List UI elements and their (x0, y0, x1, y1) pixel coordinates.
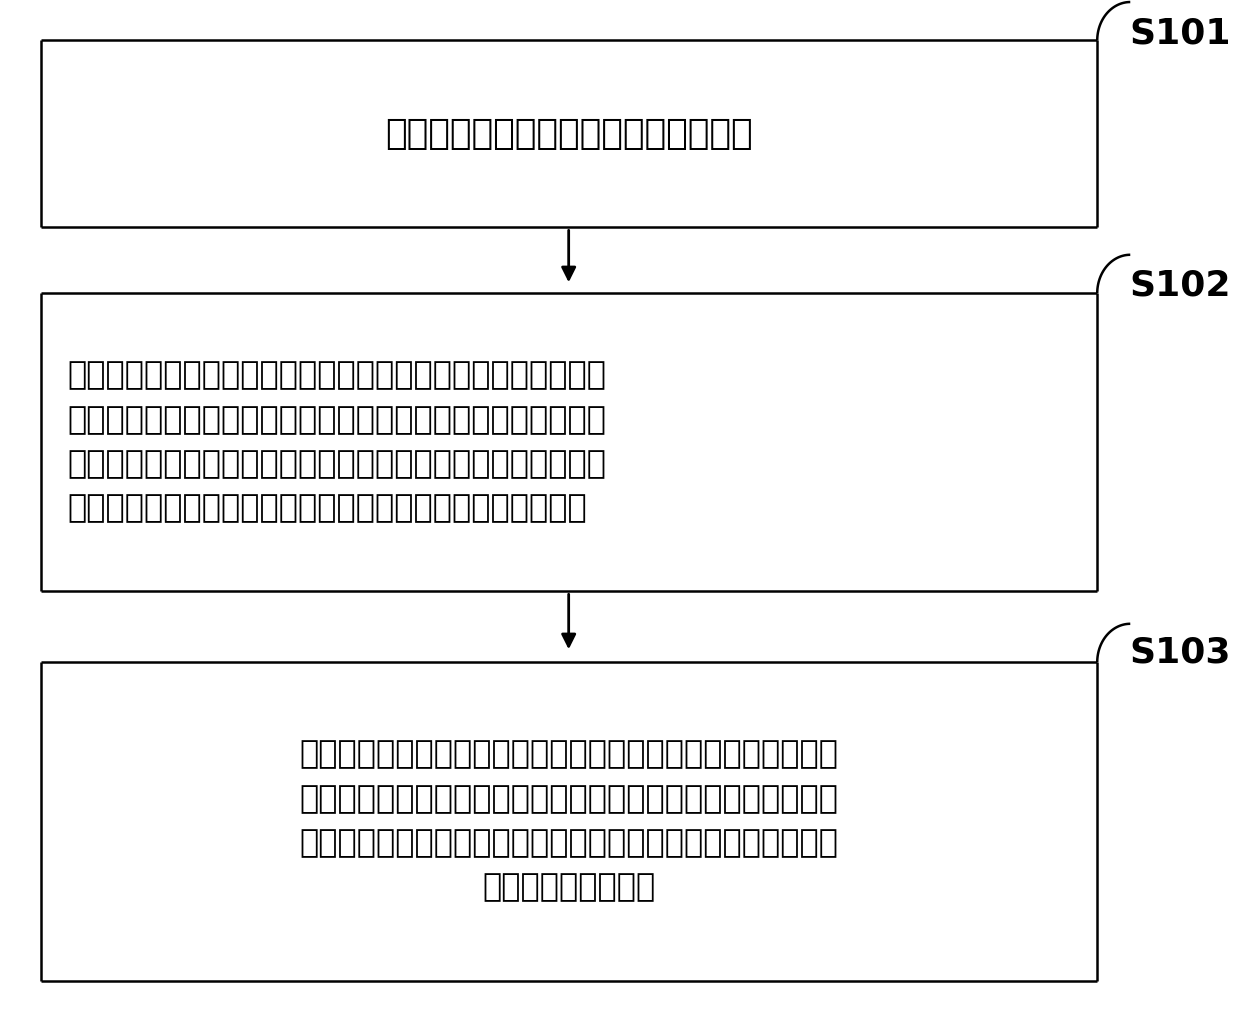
Text: S103: S103 (1130, 635, 1230, 669)
Text: S101: S101 (1130, 16, 1230, 51)
Text: 构建酒类产品的生产流程追溯的数据库: 构建酒类产品的生产流程追溯的数据库 (386, 117, 753, 151)
Text: 获取第一节点的批次及所述第一节点对应的相关信息，并将所述
第一节点的批次及所述第一节点对应的相关信息并存储在所述数
据库中，将所述第一节点的批次与前一节点的批次: 获取第一节点的批次及所述第一节点对应的相关信息，并将所述 第一节点的批次及所述第… (67, 361, 606, 524)
Text: 获取追溯终端发送的追溯请求，根据所述追溯请求在所述数据库
中获取目标酒类产品的各节点的批次及各节点对应的相关信息，
并将所述目标酒类产品的各节点的批次及各节点对: 获取追溯终端发送的追溯请求，根据所述追溯请求在所述数据库 中获取目标酒类产品的各… (300, 740, 838, 903)
Text: S102: S102 (1130, 268, 1230, 302)
